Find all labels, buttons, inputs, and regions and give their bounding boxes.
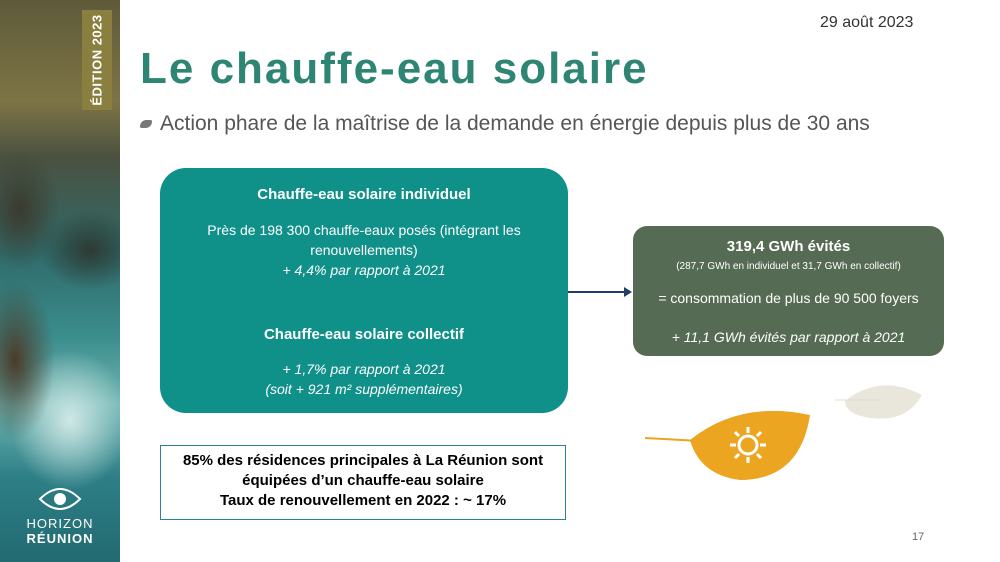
- leaves: [644, 385, 922, 480]
- note-line: 85% des résidences principales à La Réun…: [182, 452, 544, 469]
- bullet-icon: [140, 120, 152, 129]
- edition-label: ÉDITION 2023: [89, 14, 105, 106]
- left-box: Chauffe-eau solaire individuel Près de 1…: [160, 168, 568, 413]
- box-text: (287,7 GWh en individuel et 31,7 GWh en …: [676, 261, 901, 272]
- box-heading: Chauffe-eau solaire individuel: [257, 186, 471, 203]
- right-box: 319,4 GWh évités (287,7 GWh en individue…: [633, 226, 944, 356]
- note-line: équipées d’un chauffe-eau solaire: [242, 472, 484, 489]
- note-box: 85% des résidences principales à La Réun…: [160, 445, 566, 520]
- edition-badge: ÉDITION 2023: [82, 10, 112, 110]
- note-line: Taux de renouvellement en 2022 : ~ 17%: [219, 492, 507, 509]
- box-text: (soit + 921 m² supplémentaires): [265, 381, 463, 397]
- box-text: Près de 198 300 chauffe-eaux posés (inté…: [207, 222, 521, 258]
- logo-line: HORIZON: [26, 516, 94, 531]
- slide-title: Le chauffe-eau solaire: [140, 44, 649, 93]
- arrow: [568, 287, 632, 297]
- logo-line: RÉUNION: [26, 531, 94, 546]
- box-text: + 11,1 GWh évités par rapport à 2021: [671, 329, 906, 345]
- logo: HORIZON RÉUNION: [0, 485, 120, 546]
- bullet-text: Action phare de la maîtrise de la demand…: [160, 112, 870, 135]
- logo-icon: [38, 488, 82, 510]
- box-text: = consommation de plus de 90 500 foyers: [658, 290, 919, 306]
- box-text: + 1,7% par rapport à 2021: [282, 361, 446, 377]
- date: 29 août 2023: [820, 14, 914, 31]
- box-text: + 4,4% par rapport à 2021: [282, 262, 446, 278]
- box-heading: Chauffe-eau solaire collectif: [263, 326, 465, 343]
- bullet: Action phare de la maîtrise de la demand…: [140, 112, 870, 136]
- page-number: 17: [912, 531, 925, 543]
- box-heading: 319,4 GWh évités: [726, 238, 851, 255]
